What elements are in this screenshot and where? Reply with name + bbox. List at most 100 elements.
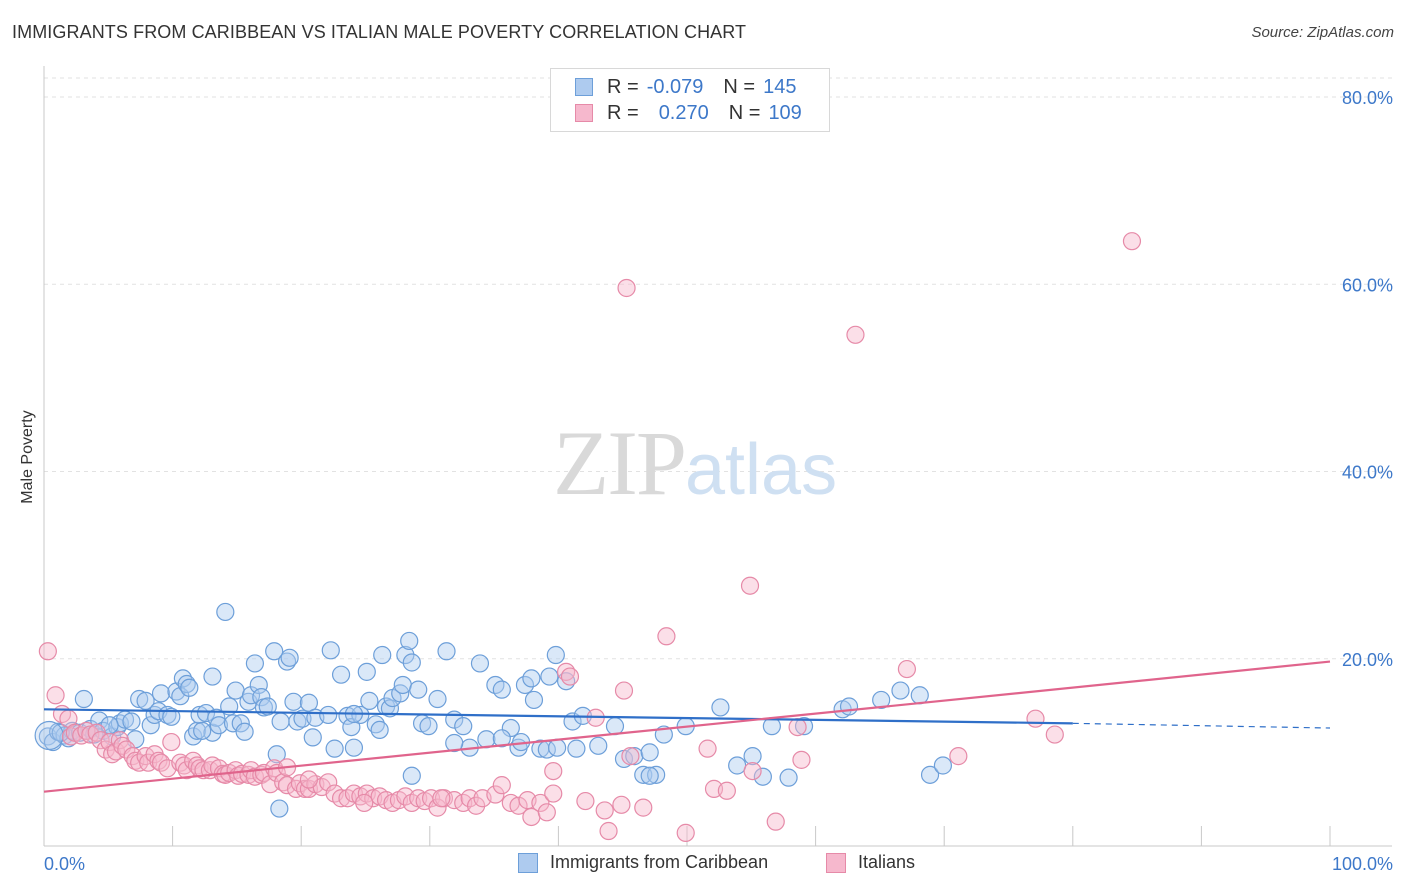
- watermark-zip: ZIP: [553, 412, 687, 514]
- caribbean-point: [634, 765, 653, 784]
- caribbean-point: [524, 690, 544, 710]
- caribbean-point: [522, 669, 541, 688]
- caribbean-point: [373, 645, 392, 665]
- bottom-legend-label: Immigrants from Caribbean: [550, 852, 769, 872]
- legend-n-label: N =: [728, 101, 761, 124]
- italian-point: [91, 731, 110, 750]
- series-italians-points: [38, 232, 1142, 842]
- caribbean-point: [270, 799, 289, 818]
- caribbean-point: [839, 697, 859, 716]
- italian-point: [621, 747, 640, 766]
- caribbean-point: [203, 667, 222, 686]
- caribbean-trend-extension: [1072, 722, 1331, 729]
- caribbean-point: [216, 602, 235, 622]
- italian-point: [599, 821, 618, 841]
- caribbean-point: [625, 747, 644, 766]
- italian-point: [740, 576, 760, 595]
- italian-point: [46, 686, 65, 705]
- italian-point: [544, 761, 563, 781]
- italian-point: [466, 796, 486, 815]
- caribbean-point: [501, 718, 520, 738]
- chart-title: IMMIGRANTS FROM CARIBBEAN VS ITALIAN MAL…: [12, 22, 747, 42]
- bottom-legend-swatch-blue: [518, 852, 538, 873]
- italians-trend-line: [43, 660, 1331, 793]
- italian-point: [319, 773, 338, 792]
- legend-n-value: 145: [763, 75, 797, 98]
- caribbean-point: [245, 654, 265, 673]
- italian-point: [560, 667, 580, 686]
- caribbean-point: [492, 729, 511, 748]
- italian-point: [1045, 725, 1064, 744]
- caribbean-point: [299, 693, 319, 712]
- caribbean-point: [344, 738, 364, 757]
- caribbean-point: [393, 675, 412, 695]
- caribbean-point: [872, 690, 891, 710]
- y-axis-label: Male Poverty: [19, 410, 36, 504]
- caribbean-point: [437, 642, 456, 661]
- legend-r-value: 0.270: [658, 101, 709, 124]
- caribbean-point: [321, 641, 340, 660]
- italian-point: [492, 776, 511, 795]
- y-tick-label: 80.0%: [1342, 88, 1393, 108]
- caribbean-point: [130, 689, 149, 709]
- correlation-legend: R = -0.079 N = 145 R = 0.270 N = 109: [550, 68, 830, 132]
- caribbean-point: [360, 691, 379, 710]
- caribbean-point: [396, 645, 415, 665]
- y-tick-label: 20.0%: [1342, 650, 1393, 670]
- caribbean-point: [920, 765, 940, 784]
- italian-point: [486, 785, 505, 804]
- italian-point: [766, 812, 785, 831]
- gridlines: [44, 77, 1392, 660]
- caribbean-point: [546, 645, 565, 665]
- caribbean-point: [477, 730, 496, 749]
- y-tick-labels: 20.0% 40.0% 60.0% 80.0%: [1342, 88, 1393, 670]
- source-label: Source: ZipAtlas.com: [1251, 24, 1394, 41]
- caribbean-point: [331, 665, 351, 684]
- watermark-atlas: atlas: [685, 430, 838, 510]
- caribbean-point: [454, 717, 473, 736]
- italian-point: [897, 659, 917, 679]
- x-tick-label: 0.0%: [44, 854, 85, 874]
- italian-point: [509, 796, 528, 815]
- caribbean-point: [34, 720, 64, 751]
- caribbean-point: [122, 712, 141, 731]
- zipatlas-watermark: ZIPatlas: [553, 410, 837, 516]
- caribbean-point: [711, 698, 730, 717]
- caribbean-point: [207, 708, 226, 727]
- caribbean-point: [51, 723, 70, 742]
- caribbean-point: [743, 747, 762, 766]
- legend-row-caribbean: R = -0.079 N = 145: [575, 75, 796, 99]
- italian-point: [537, 803, 556, 822]
- legend-n-label: N =: [723, 75, 756, 98]
- italian-point: [698, 739, 717, 758]
- bottom-legend-label: Italians: [858, 852, 916, 872]
- legend-row-italians: R = 0.270 N = 109: [575, 101, 802, 125]
- trend-lines: [43, 660, 1331, 793]
- italian-point: [544, 784, 563, 803]
- caribbean-point: [267, 745, 286, 764]
- italian-point: [355, 793, 374, 813]
- caribbean-point: [409, 680, 428, 699]
- caribbean-point: [515, 675, 535, 695]
- caribbean-point: [779, 768, 798, 787]
- caribbean-point: [589, 736, 608, 755]
- caribbean-point: [640, 743, 659, 762]
- italian-point: [432, 789, 451, 808]
- caribbean-point: [265, 642, 284, 661]
- x-tick-labels: 0.0% 100.0%: [44, 854, 1393, 874]
- caribbean-point: [303, 728, 322, 747]
- italian-point: [531, 793, 550, 813]
- italian-point: [576, 791, 595, 811]
- caribbean-point: [151, 684, 171, 703]
- caribbean-point: [492, 680, 511, 699]
- caribbean-point: [162, 707, 181, 726]
- caribbean-point: [548, 738, 567, 757]
- caribbean-point: [141, 716, 160, 735]
- italian-point: [81, 725, 100, 744]
- italian-point: [290, 774, 310, 793]
- legend-r-label: R =: [607, 75, 639, 98]
- bottom-legend-italians: Italians: [826, 852, 915, 873]
- caribbean-point: [338, 706, 357, 725]
- caribbean-point: [252, 688, 271, 707]
- caribbean-point: [280, 648, 299, 667]
